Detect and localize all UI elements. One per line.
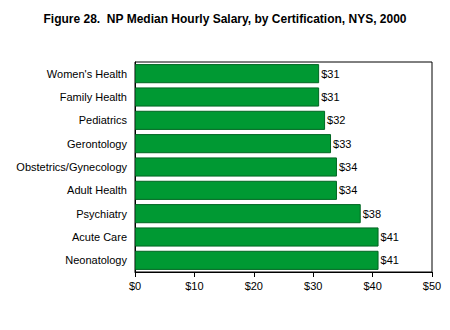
svg-text:$31: $31 bbox=[321, 91, 339, 103]
svg-text:Adult Health: Adult Health bbox=[67, 184, 127, 196]
svg-text:$50: $50 bbox=[423, 280, 441, 292]
svg-text:$38: $38 bbox=[363, 208, 381, 220]
svg-text:Gerontology: Gerontology bbox=[67, 138, 127, 150]
svg-text:$0: $0 bbox=[129, 280, 141, 292]
svg-text:Acute Care: Acute Care bbox=[72, 231, 127, 243]
svg-text:$31: $31 bbox=[321, 68, 339, 80]
svg-text:Neonatology: Neonatology bbox=[65, 254, 127, 266]
svg-text:$41: $41 bbox=[381, 231, 399, 243]
svg-text:$40: $40 bbox=[363, 280, 381, 292]
svg-text:$30: $30 bbox=[304, 280, 322, 292]
svg-text:$10: $10 bbox=[185, 280, 203, 292]
svg-text:$32: $32 bbox=[327, 114, 345, 126]
svg-text:Psychiatry: Psychiatry bbox=[76, 208, 127, 220]
svg-text:$20: $20 bbox=[245, 280, 263, 292]
svg-text:$41: $41 bbox=[381, 254, 399, 266]
svg-text:Women's Health: Women's Health bbox=[47, 68, 127, 80]
svg-text:Pediatrics: Pediatrics bbox=[79, 114, 128, 126]
svg-text:Family Health: Family Health bbox=[60, 91, 127, 103]
svg-text:$34: $34 bbox=[339, 184, 357, 196]
svg-text:$33: $33 bbox=[333, 138, 351, 150]
svg-text:Obstetrics/Gynecology: Obstetrics/Gynecology bbox=[16, 161, 127, 173]
svg-text:$34: $34 bbox=[339, 161, 357, 173]
svg-text:Figure 28. NP Median Hourly S: Figure 28. NP Median Hourly Salary, by C… bbox=[43, 12, 406, 26]
